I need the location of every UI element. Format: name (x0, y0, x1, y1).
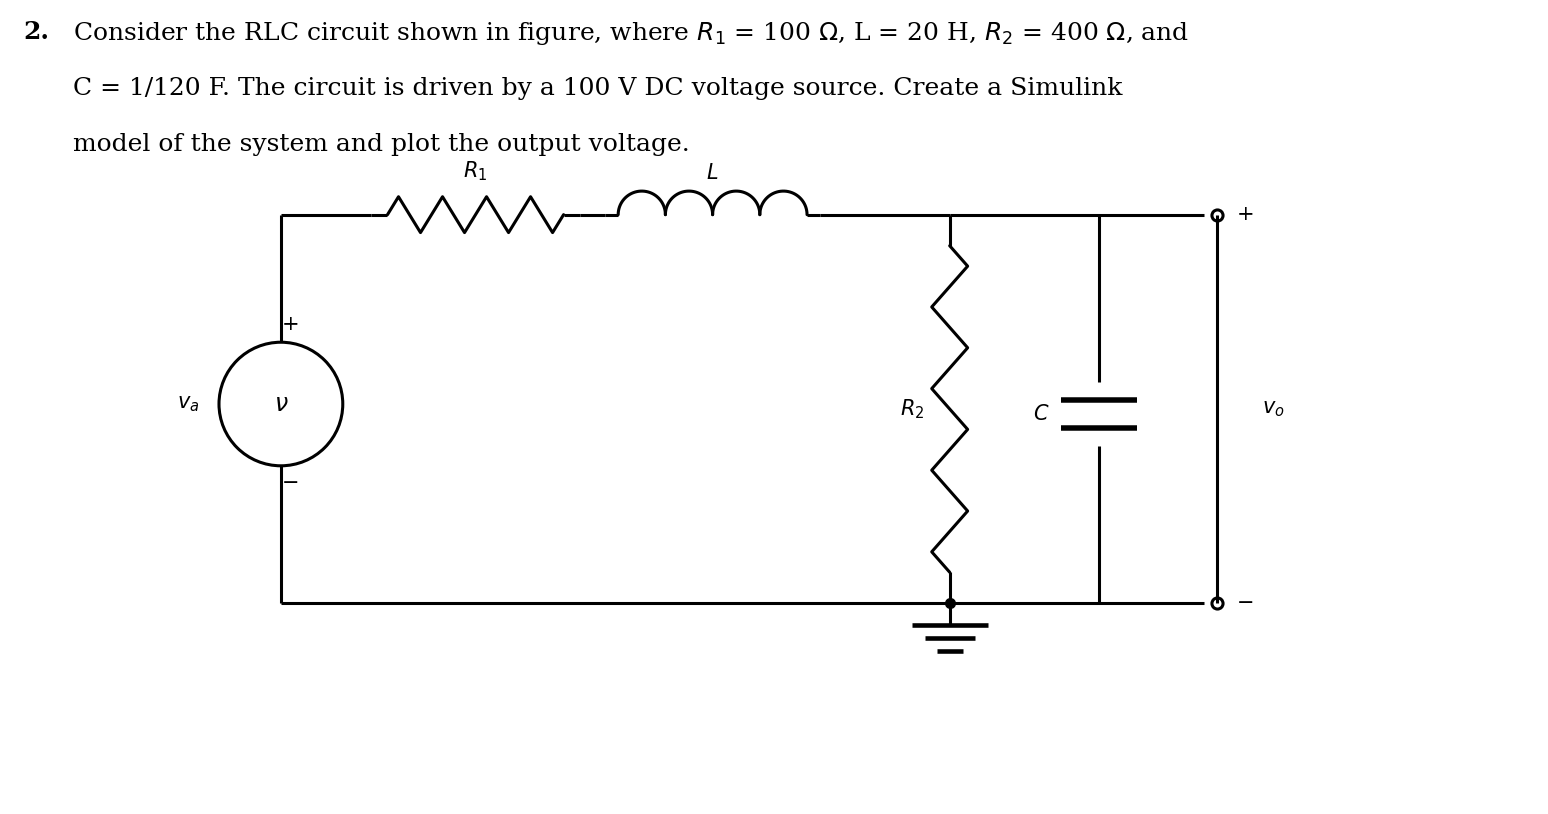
Text: $v_a$: $v_a$ (176, 394, 200, 414)
Text: −: − (282, 475, 300, 493)
Text: +: + (282, 315, 300, 334)
Text: $v_o$: $v_o$ (1262, 399, 1285, 418)
Text: model of the system and plot the output voltage.: model of the system and plot the output … (73, 133, 690, 156)
Text: $R_1$: $R_1$ (463, 160, 488, 183)
Text: Consider the RLC circuit shown in figure, where $R_1$ = 100 $\Omega$, L = 20 H, : Consider the RLC circuit shown in figure… (73, 20, 1189, 47)
Text: 2.: 2. (23, 20, 50, 44)
Text: $\nu$: $\nu$ (274, 392, 288, 415)
Text: $R_2$: $R_2$ (901, 397, 924, 421)
Text: $L$: $L$ (706, 163, 718, 183)
Text: C = 1/120 F. The circuit is driven by a 100 V DC voltage source. Create a Simuli: C = 1/120 F. The circuit is driven by a … (73, 77, 1122, 100)
Text: −: − (1237, 594, 1255, 613)
Text: $C$: $C$ (1033, 404, 1050, 424)
Text: +: + (1237, 205, 1255, 224)
